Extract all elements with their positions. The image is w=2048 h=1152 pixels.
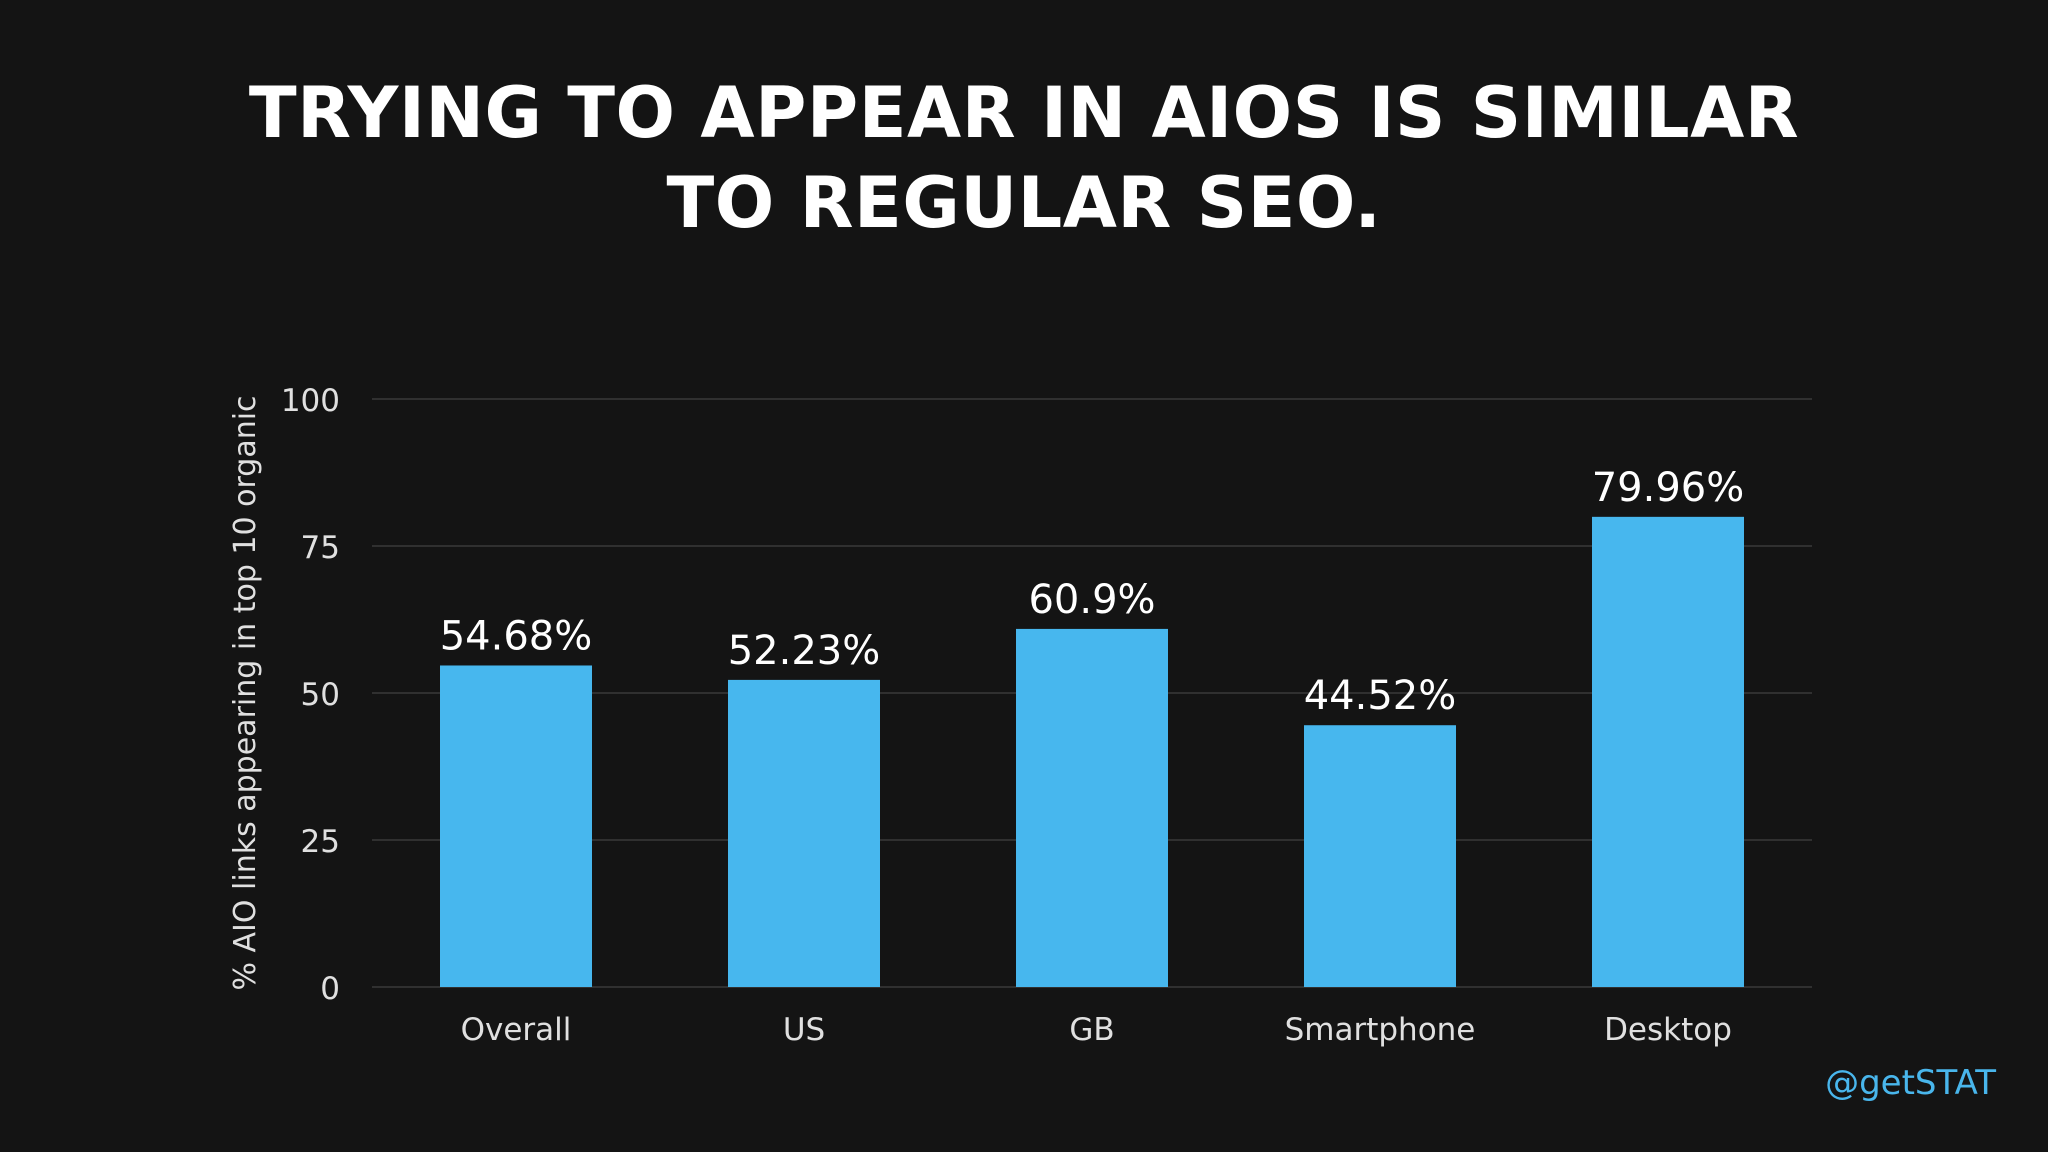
data-label: 79.96% — [1592, 465, 1745, 511]
x-tick-label: Smartphone — [1285, 1012, 1476, 1048]
x-tick-label: GB — [1069, 1012, 1114, 1048]
y-tick-label: 0 — [320, 971, 340, 1007]
y-tick-label: 25 — [301, 824, 340, 860]
bar — [1592, 516, 1744, 987]
bar — [1016, 628, 1168, 987]
data-label: 60.9% — [1028, 577, 1155, 623]
y-tick-label: 75 — [301, 530, 340, 566]
bar — [1304, 725, 1456, 987]
slide-title-line-1: TRYING TO APPEAR IN AIOS IS SIMILAR — [248, 72, 1800, 154]
data-label: 52.23% — [728, 628, 881, 674]
twitter-handle: @getSTAT — [1825, 1063, 1996, 1103]
data-label: 54.68% — [440, 613, 593, 659]
x-tick-label: Overall — [461, 1012, 572, 1048]
bar — [728, 679, 880, 987]
x-tick-label: US — [783, 1012, 825, 1048]
data-label: 44.52% — [1304, 673, 1457, 719]
bar — [440, 665, 592, 987]
y-axis-label: % AIO links appearing in top 10 organic — [228, 395, 263, 990]
x-tick-label: Desktop — [1604, 1012, 1732, 1048]
slide-title-line-2: TO REGULAR SEO. — [666, 162, 1382, 244]
y-tick-label: 100 — [281, 383, 340, 419]
y-tick-label: 50 — [301, 677, 340, 713]
